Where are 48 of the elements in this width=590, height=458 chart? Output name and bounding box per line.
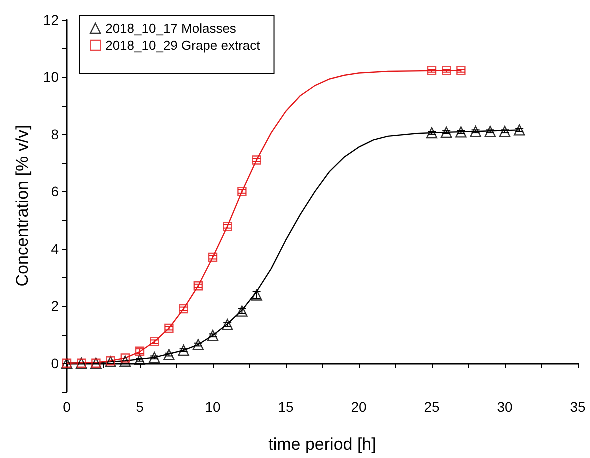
point	[238, 187, 247, 196]
y-tick-label: 8	[51, 126, 60, 142]
y-tick-label: 4	[51, 240, 60, 257]
x-tick-label: 30	[497, 399, 513, 415]
point	[164, 324, 174, 334]
y-tick-label: 0	[51, 355, 60, 372]
x-tick-label: 0	[63, 399, 72, 415]
point	[484, 126, 496, 138]
point	[223, 222, 232, 232]
y-tick-label: 6	[51, 184, 60, 200]
x-tick-label: 35	[570, 399, 586, 415]
point	[456, 126, 467, 138]
point	[179, 304, 188, 314]
y-axis-title: Concentration [% v/v]	[13, 125, 32, 287]
y-tick-label: 2	[51, 298, 60, 314]
point	[120, 356, 131, 367]
legend-label: 2018_10_29 Grape extract	[106, 38, 261, 53]
x-axis-title: time period [h]	[268, 435, 376, 454]
point	[164, 349, 175, 360]
legend-label: 2018_10_17 Molasses	[106, 21, 237, 36]
x-tick-label: 25	[424, 399, 440, 415]
y-tick-label: 10	[43, 69, 60, 86]
point	[150, 337, 160, 347]
point	[192, 339, 204, 350]
point	[426, 127, 438, 139]
point	[499, 126, 511, 138]
point	[442, 66, 452, 76]
point	[207, 330, 219, 342]
point	[222, 319, 234, 330]
point	[427, 66, 437, 76]
x-tick-label: 5	[136, 399, 144, 415]
point	[120, 354, 130, 363]
point	[236, 306, 248, 317]
x-tick-label: 20	[351, 399, 367, 415]
y-tick-label: 12	[43, 12, 60, 28]
point	[149, 352, 160, 364]
point	[441, 126, 452, 138]
point	[514, 124, 526, 136]
point	[178, 344, 190, 356]
point	[470, 126, 482, 138]
point	[134, 354, 146, 366]
x-tick-label: 10	[205, 399, 221, 415]
point	[194, 282, 203, 291]
point	[208, 252, 218, 262]
x-tick-label: 15	[278, 399, 294, 415]
point	[252, 156, 262, 165]
point	[135, 346, 145, 356]
point	[456, 66, 466, 76]
